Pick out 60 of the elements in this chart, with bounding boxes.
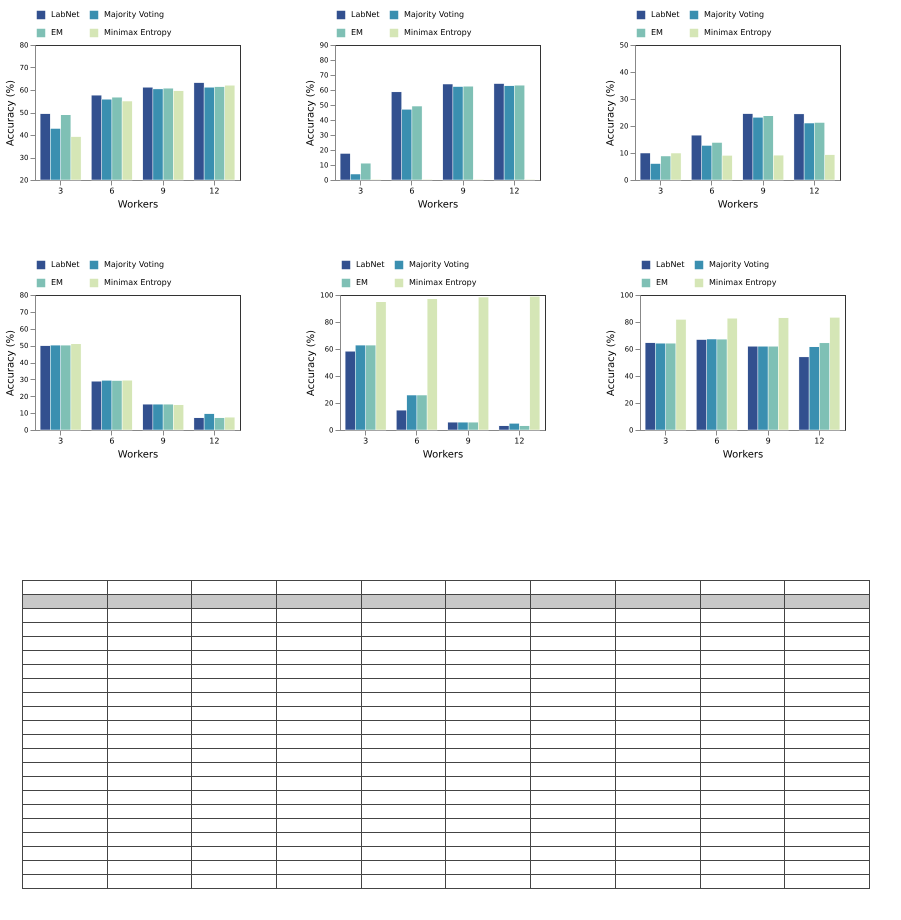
x-tick-label: 3 <box>363 436 368 446</box>
x-tick-label: 12 <box>209 186 220 196</box>
x-axis-title: Workers <box>418 200 458 210</box>
x-tick-label: 3 <box>358 186 364 196</box>
x-tick-label: 9 <box>466 436 471 446</box>
legend-label: Majority Voting <box>104 260 164 269</box>
legend-label: LabNet <box>356 260 384 269</box>
legend-label: Majority Voting <box>704 10 764 19</box>
x-tick-label: 6 <box>109 186 114 196</box>
x-tick-label: 12 <box>809 186 820 196</box>
legend-label: Majority Voting <box>104 10 164 19</box>
legend-label: LabNet <box>656 260 684 269</box>
x-tick-label: 9 <box>160 436 166 446</box>
y-axis-title: Accuracy (%) <box>6 330 17 396</box>
legend-label: EM <box>356 278 368 287</box>
legend-label: Majority Voting <box>709 260 770 269</box>
legend-label: LabNet <box>51 10 80 19</box>
x-tick-label: 9 <box>160 186 166 196</box>
y-axis-title: Accuracy (%) <box>6 80 17 146</box>
legend-label: EM <box>351 28 364 37</box>
y-axis-title: Accuracy (%) <box>606 80 617 146</box>
x-tick-label: 6 <box>709 186 714 196</box>
x-tick-label: 6 <box>109 436 114 446</box>
x-tick-label: 12 <box>514 436 524 446</box>
legend-label: EM <box>51 278 64 287</box>
x-tick-label: 6 <box>714 436 720 446</box>
legend-label: Minimax Entropy <box>104 278 172 287</box>
x-tick-label: 3 <box>58 436 64 446</box>
legend-label: Minimax Entropy <box>404 28 472 37</box>
legend-label: Majority Voting <box>409 260 470 269</box>
x-tick-label: 6 <box>414 436 420 446</box>
x-tick-label: 9 <box>460 186 466 196</box>
x-tick-label: 6 <box>409 186 414 196</box>
legend-label: EM <box>651 28 664 37</box>
x-tick-label: 12 <box>209 436 220 446</box>
x-axis-title: Workers <box>118 200 158 210</box>
x-tick-label: 9 <box>760 186 766 196</box>
legend-label: Majority Voting <box>404 10 464 19</box>
legend-label: EM <box>656 278 668 287</box>
legend-label: Minimax Entropy <box>409 278 477 287</box>
legend-label: Minimax Entropy <box>709 278 777 287</box>
x-tick-label: 3 <box>658 186 664 196</box>
legend-label: Minimax Entropy <box>704 28 772 37</box>
x-tick-label: 3 <box>663 436 668 446</box>
x-axis-title: Workers <box>422 450 464 460</box>
x-axis-title: Workers <box>118 450 158 460</box>
x-tick-label: 12 <box>509 186 520 196</box>
legend-label: LabNet <box>51 260 80 269</box>
x-tick-label: 12 <box>814 436 824 446</box>
y-axis-title: Accuracy (%) <box>606 330 618 396</box>
legend-label: EM <box>51 28 64 37</box>
legend-label: LabNet <box>351 10 380 19</box>
x-tick-label: 3 <box>58 186 64 196</box>
x-axis-title: Workers <box>722 450 764 460</box>
x-axis-title: Workers <box>718 200 758 210</box>
y-axis-title: Accuracy (%) <box>306 80 317 146</box>
legend-label: LabNet <box>651 10 680 19</box>
legend-label: Minimax Entropy <box>104 28 172 37</box>
x-tick-label: 9 <box>766 436 771 446</box>
y-axis-title: Accuracy (%) <box>306 330 318 396</box>
